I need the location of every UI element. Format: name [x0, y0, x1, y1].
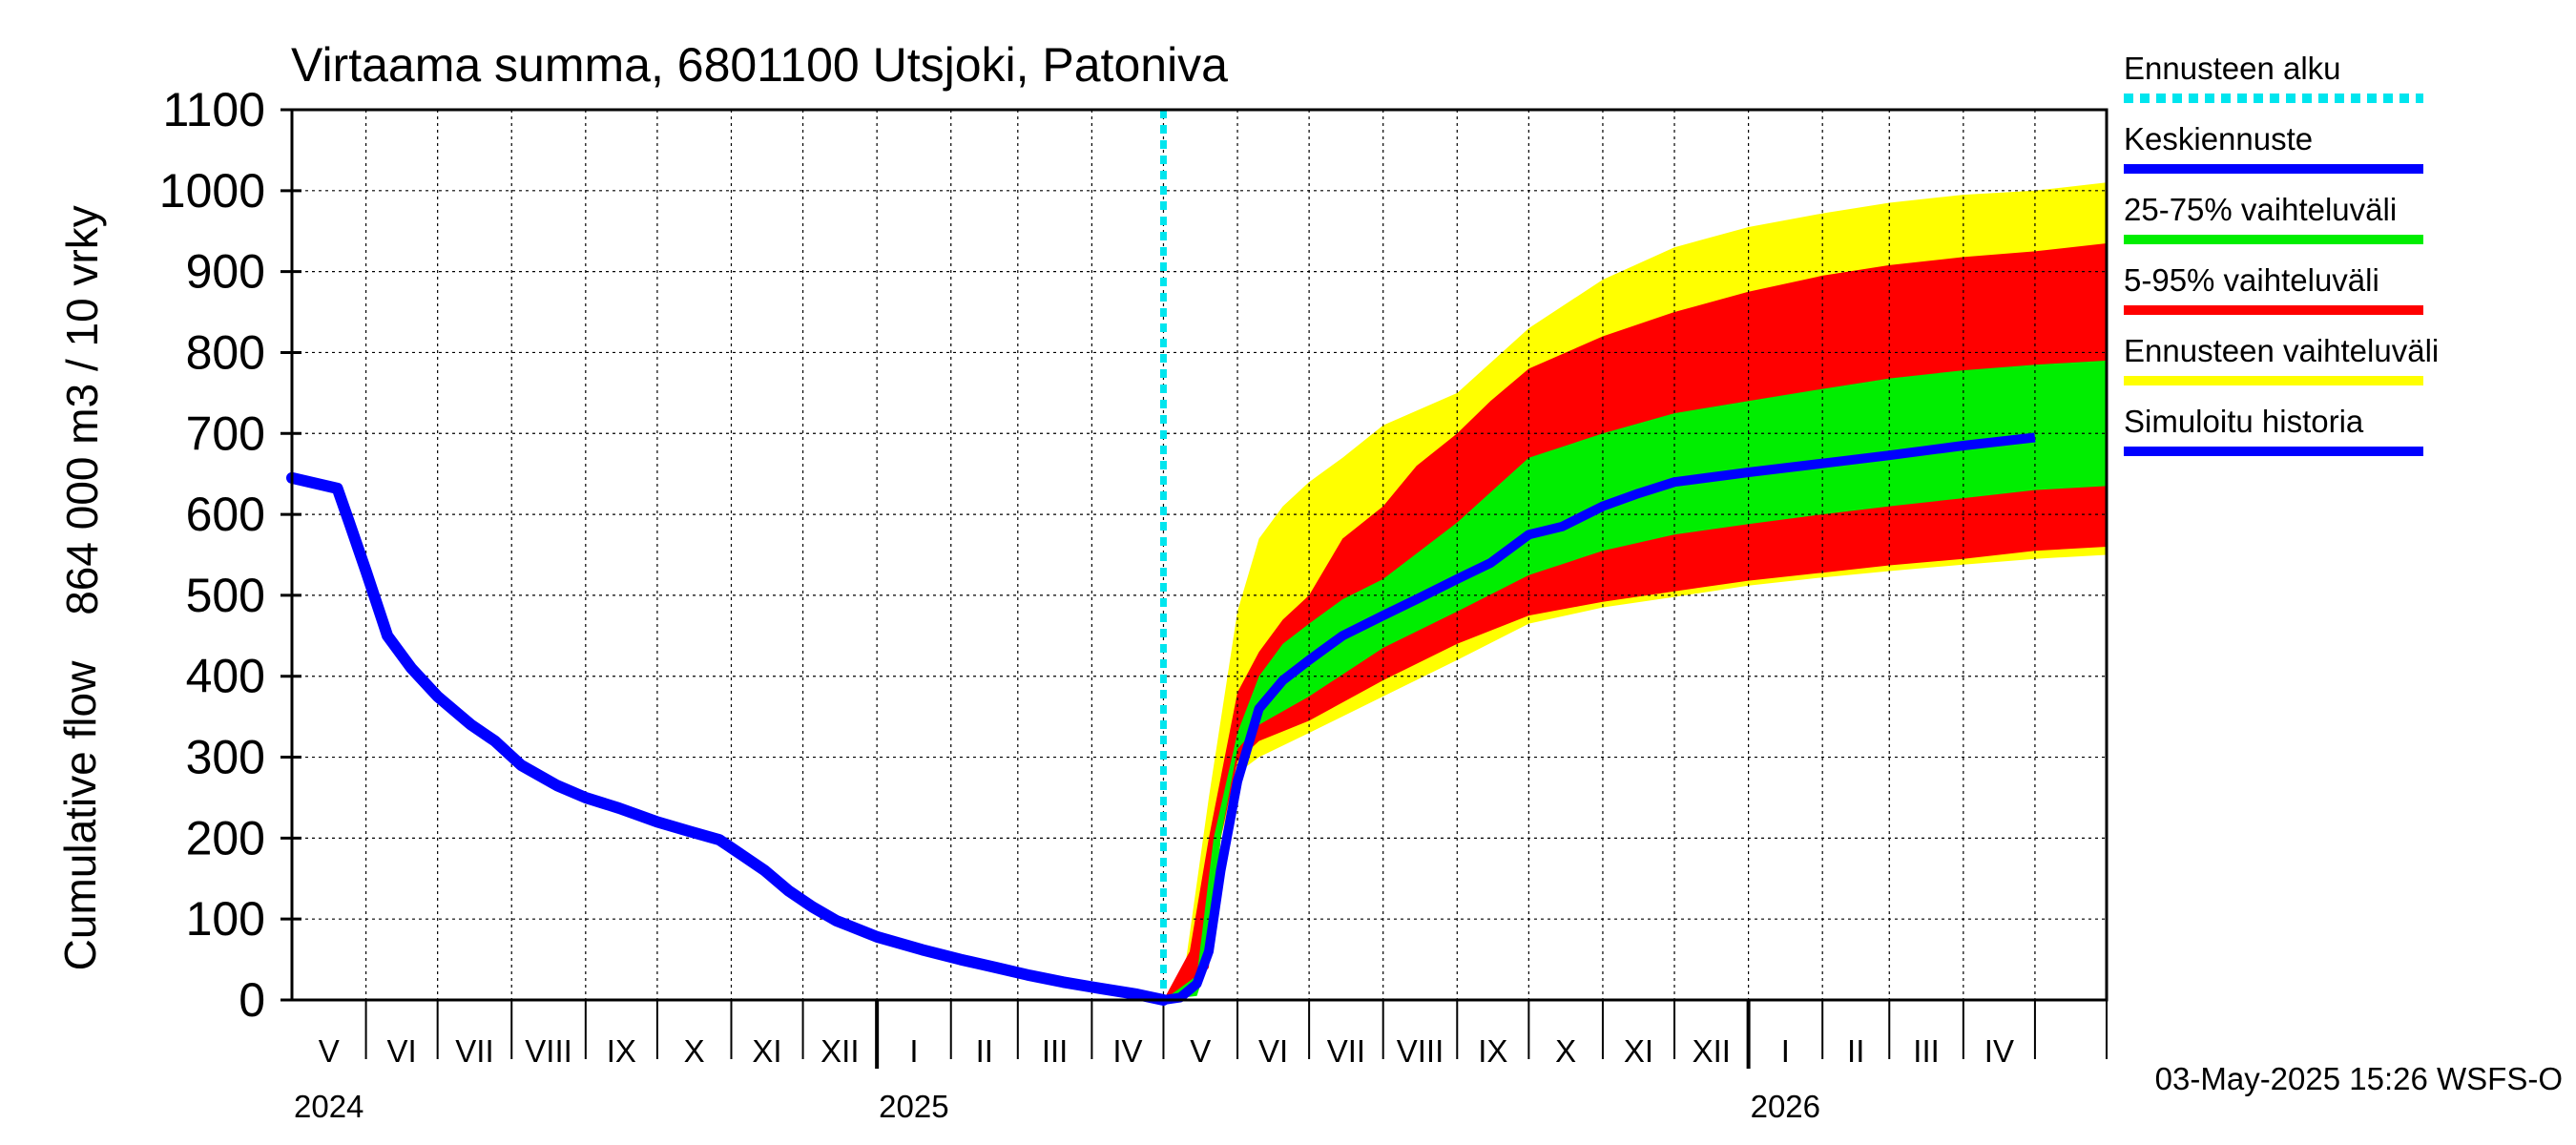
x-month-label: VIII — [1397, 1033, 1444, 1069]
x-month-label: II — [976, 1033, 993, 1069]
history-series-line — [286, 471, 1170, 1006]
x-month-label: V — [319, 1033, 340, 1069]
x-month-label: XI — [752, 1033, 781, 1069]
x-year-label: 2024 — [294, 1089, 364, 1124]
x-month-label: XII — [1693, 1033, 1731, 1069]
x-month-label: VI — [387, 1033, 417, 1069]
timestamp: 03-May-2025 15:26 WSFS-O — [2155, 1061, 2563, 1096]
x-month-label: VII — [1327, 1033, 1365, 1069]
x-month-label: XII — [821, 1033, 859, 1069]
plot-frame — [290, 108, 2109, 1002]
y-tick-label: 800 — [186, 325, 265, 379]
x-month-label: IX — [607, 1033, 636, 1069]
x-month-label: III — [1913, 1033, 1940, 1069]
legend-label: 25-75% vaihteluväli — [2124, 192, 2397, 227]
x-month-label: VI — [1258, 1033, 1288, 1069]
x-month-label: VII — [455, 1033, 493, 1069]
x-month-label: X — [1555, 1033, 1576, 1069]
mean-forecast-line — [1162, 432, 2036, 1005]
legend-label: Ennusteen alku — [2124, 51, 2341, 86]
x-month-label: X — [684, 1033, 705, 1069]
legend: Ennusteen alku Keskiennuste 25-75% vaihtel… — [2124, 51, 2439, 456]
legend-label: 5-95% vaihteluväli — [2124, 262, 2379, 298]
band-5-95-range — [1163, 243, 2107, 1000]
y-tick-label: 0 — [239, 973, 265, 1027]
x-month-label: I — [1781, 1033, 1790, 1069]
x-month-label: I — [909, 1033, 918, 1069]
chart-title: Virtaama summa, 6801100 Utsjoki, Patoniv… — [291, 38, 1228, 92]
y-tick-label: 300 — [186, 731, 265, 784]
y-axis-label: Cumulative flow — [55, 660, 105, 970]
y-tick-label: 1100 — [162, 83, 265, 136]
x-month-label: IV — [1112, 1033, 1142, 1069]
x-month-label: VIII — [525, 1033, 572, 1069]
x-month-label: III — [1042, 1033, 1069, 1069]
band-25-75-range — [1163, 360, 2107, 1000]
y-axis-label-units: 864 000 m3 / 10 vrky — [57, 205, 107, 615]
x-month-label: II — [1847, 1033, 1864, 1069]
y-tick-label: 600 — [186, 488, 265, 541]
y-tick-label: 500 — [186, 569, 265, 622]
y-axis-ticks: 0 100 200 300 400 500 600 700 800 900 1000 1100 — [159, 83, 301, 1027]
x-month-label: XI — [1624, 1033, 1653, 1069]
y-tick-label: 400 — [186, 650, 265, 703]
x-year-label: 2025 — [879, 1089, 948, 1124]
x-month-label: V — [1190, 1033, 1211, 1069]
legend-label: Keskiennuste — [2124, 121, 2313, 156]
legend-label: Ennusteen vaihteluväli — [2124, 333, 2439, 368]
grid — [292, 110, 2107, 1000]
y-tick-label: 700 — [186, 406, 265, 460]
legend-label: Simuloitu historia — [2124, 404, 2364, 439]
y-tick-label: 200 — [186, 811, 265, 864]
x-month-label: IV — [1984, 1033, 2014, 1069]
x-axis: V VI VII VIII IX X XI XII I II III IV V VI VII VIII IX X X… — [294, 1000, 2108, 1124]
y-tick-label: 1000 — [159, 164, 265, 218]
y-tick-label: 100 — [186, 892, 265, 946]
y-tick-label: 900 — [186, 245, 265, 299]
x-month-label: IX — [1478, 1033, 1507, 1069]
forecast-bands — [1163, 182, 2107, 1001]
x-year-label: 2026 — [1751, 1089, 1820, 1124]
